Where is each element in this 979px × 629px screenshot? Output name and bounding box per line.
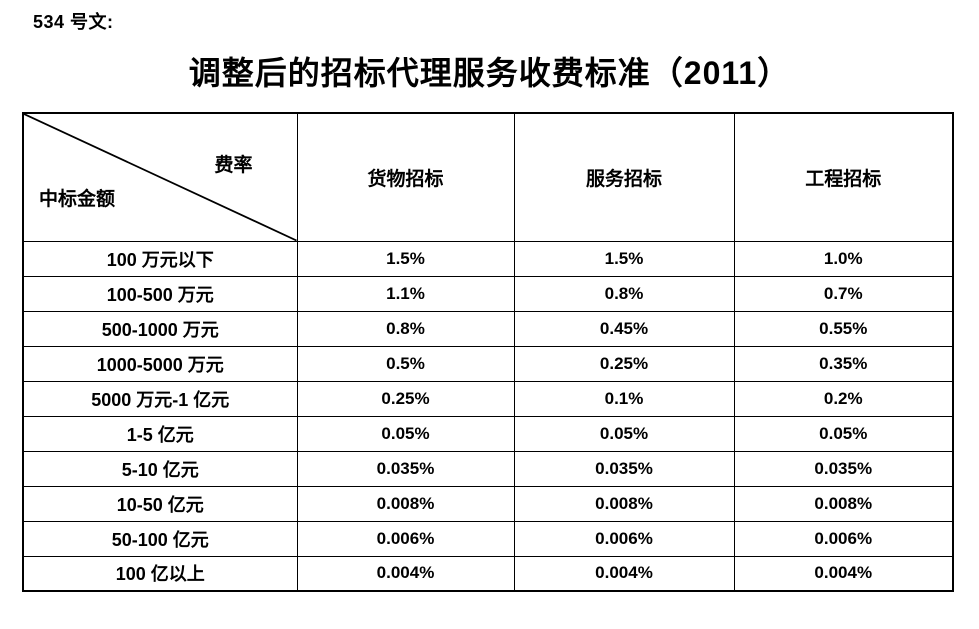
rate-cell: 0.35% bbox=[733, 345, 954, 382]
table-row: 1000-5000 万元 0.5% 0.25% 0.35% bbox=[22, 345, 954, 382]
column-header-services: 服务招标 bbox=[513, 112, 735, 242]
table-row: 100-500 万元 1.1% 0.8% 0.7% bbox=[22, 275, 954, 312]
table-row: 5000 万元-1 亿元 0.25% 0.1% 0.2% bbox=[22, 380, 954, 417]
table-row: 100 亿以上 0.004% 0.004% 0.004% bbox=[22, 555, 954, 592]
row-label: 1000-5000 万元 bbox=[22, 345, 298, 382]
table-row: 1-5 亿元 0.05% 0.05% 0.05% bbox=[22, 415, 954, 452]
rate-cell: 0.45% bbox=[513, 310, 735, 347]
row-label: 100 亿以上 bbox=[22, 555, 298, 592]
rate-cell: 1.5% bbox=[296, 240, 515, 277]
row-label: 5-10 亿元 bbox=[22, 450, 298, 487]
diagonal-label-amount: 中标金额 bbox=[39, 188, 116, 210]
rate-cell: 0.006% bbox=[513, 520, 735, 557]
rate-cell: 0.25% bbox=[296, 380, 515, 417]
rate-cell: 0.05% bbox=[296, 415, 515, 452]
row-label: 50-100 亿元 bbox=[22, 520, 298, 557]
rate-cell: 0.004% bbox=[296, 555, 515, 592]
table-row: 5-10 亿元 0.035% 0.035% 0.035% bbox=[22, 450, 954, 487]
rate-cell: 0.05% bbox=[733, 415, 954, 452]
rate-cell: 0.004% bbox=[733, 555, 954, 592]
rate-cell: 0.5% bbox=[296, 345, 515, 382]
row-label: 10-50 亿元 bbox=[22, 485, 298, 522]
doc-number-label: 534 号文: bbox=[33, 12, 114, 32]
table-row: 50-100 亿元 0.006% 0.006% 0.006% bbox=[22, 520, 954, 557]
table-row: 500-1000 万元 0.8% 0.45% 0.55% bbox=[22, 310, 954, 347]
diagonal-label-rate: 费率 bbox=[214, 155, 253, 176]
row-label: 100-500 万元 bbox=[22, 275, 298, 312]
rate-cell: 1.1% bbox=[296, 275, 515, 312]
row-label: 5000 万元-1 亿元 bbox=[22, 380, 298, 417]
rate-cell: 0.006% bbox=[296, 520, 515, 557]
column-header-works: 工程招标 bbox=[733, 112, 954, 242]
column-header-goods: 货物招标 bbox=[296, 112, 515, 242]
diagonal-line bbox=[24, 114, 297, 241]
fee-standard-table: 费率 中标金额 货物招标 服务招标 工程招标 100 万元以下 1.5% 1.5… bbox=[22, 112, 954, 592]
rate-cell: 1.5% bbox=[513, 240, 735, 277]
rate-cell: 0.008% bbox=[733, 485, 954, 522]
rate-cell: 0.8% bbox=[513, 275, 735, 312]
header-row: 费率 中标金额 货物招标 服务招标 工程招标 bbox=[22, 112, 954, 242]
row-label: 500-1000 万元 bbox=[22, 310, 298, 347]
rate-cell: 0.55% bbox=[733, 310, 954, 347]
table-row: 100 万元以下 1.5% 1.5% 1.0% bbox=[22, 240, 954, 277]
page-title: 调整后的招标代理服务收费标准（2011） bbox=[188, 55, 791, 91]
rate-cell: 0.2% bbox=[733, 380, 954, 417]
rate-cell: 0.008% bbox=[513, 485, 735, 522]
table-row: 10-50 亿元 0.008% 0.008% 0.008% bbox=[22, 485, 954, 522]
rate-cell: 0.8% bbox=[296, 310, 515, 347]
rate-cell: 0.008% bbox=[296, 485, 515, 522]
rate-cell: 0.25% bbox=[513, 345, 735, 382]
row-label: 1-5 亿元 bbox=[22, 415, 298, 452]
rate-cell: 0.035% bbox=[733, 450, 954, 487]
rate-cell: 0.035% bbox=[513, 450, 735, 487]
rate-cell: 0.004% bbox=[513, 555, 735, 592]
rate-cell: 0.05% bbox=[513, 415, 735, 452]
rate-cell: 0.1% bbox=[513, 380, 735, 417]
rate-cell: 0.035% bbox=[296, 450, 515, 487]
diagonal-header-cell: 费率 中标金额 bbox=[22, 112, 298, 242]
row-label: 100 万元以下 bbox=[22, 240, 298, 277]
rate-cell: 0.006% bbox=[733, 520, 954, 557]
rate-cell: 0.7% bbox=[733, 275, 954, 312]
rate-cell: 1.0% bbox=[733, 240, 954, 277]
